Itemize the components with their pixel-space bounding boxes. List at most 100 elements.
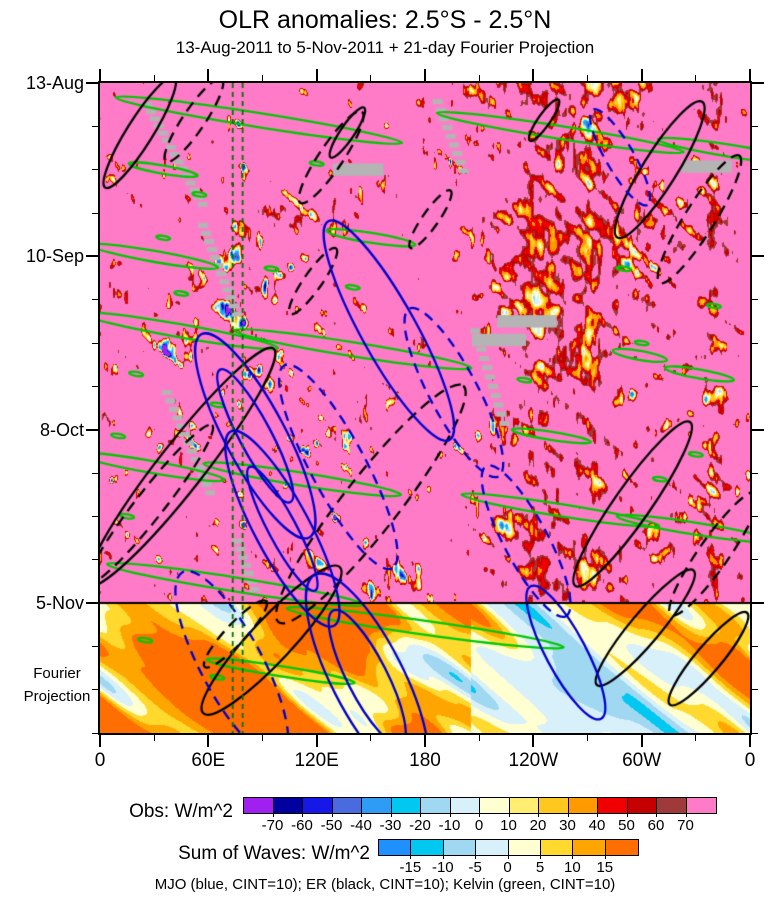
colorbar-cell: [598, 798, 628, 813]
colorbar-tick-stub: [656, 813, 657, 817]
y-axis-label: 13-Aug: [25, 73, 84, 93]
axis-tick: [752, 212, 758, 214]
colorbar-tick-stub: [538, 813, 539, 817]
axis-tick: [752, 125, 758, 127]
axis-tick: [752, 732, 758, 734]
colorbar-tick-stub: [361, 813, 362, 817]
axis-tick: [640, 735, 643, 747]
colorbar-cell: [303, 798, 333, 813]
waves-colorbar-label: Sum of Waves: W/m^2: [178, 843, 370, 864]
y-axis-label: 10-Sep: [25, 246, 84, 267]
colorbar-tick-label: -40: [350, 817, 372, 834]
colorbar-cell: [443, 840, 477, 855]
colorbar-cell: [508, 840, 541, 855]
axis-tick: [207, 735, 210, 747]
colorbar-tick-stub: [410, 855, 412, 859]
figure-title: OLR anomalies: 2.5°S - 2.5°N: [218, 6, 552, 34]
colorbar-tick-stub: [508, 813, 510, 817]
colorbar-tick-label: 10: [500, 817, 517, 834]
colorbar-tick-stub: [302, 813, 303, 817]
obs-colorbar-label: Obs: W/m^2: [129, 801, 233, 822]
axis-tick: [92, 645, 98, 647]
colorbar-cell: [332, 798, 362, 813]
colorbar-cell: [627, 798, 657, 813]
fourier-projection-label-line2: Projection: [23, 688, 91, 705]
axis-tick: [315, 735, 318, 747]
axis-tick: [752, 602, 764, 604]
axis-tick: [99, 735, 101, 747]
axis-tick: [752, 342, 758, 344]
axis-tick: [370, 75, 372, 81]
axis-tick: [92, 169, 98, 171]
axis-tick: [424, 69, 426, 81]
colorbar-cell: [573, 840, 606, 855]
colorbar-tick-label: -60: [291, 817, 313, 834]
axis-tick: [262, 75, 263, 81]
x-axis-label: 60W: [622, 750, 662, 771]
axis-tick: [92, 689, 98, 691]
axis-tick: [749, 69, 751, 81]
colorbar-tick-label: 5: [535, 859, 545, 876]
colorbar-tick-stub: [442, 855, 444, 859]
axis-tick: [86, 602, 98, 604]
colorbar-tick-label: -30: [379, 817, 402, 834]
x-axis-label: 0: [744, 750, 756, 771]
colorbar-tick-label: 15: [596, 859, 614, 876]
axis-tick: [752, 645, 758, 647]
axis-tick: [752, 428, 764, 431]
axis-tick: [532, 735, 535, 747]
colorbar-cell: [540, 840, 574, 855]
colorbar-cell: [568, 798, 598, 813]
colorbar-cell: [450, 798, 480, 813]
colorbar-cell: [480, 798, 510, 813]
axis-tick: [695, 75, 697, 81]
colorbar-tick-stub: [685, 813, 687, 817]
axis-tick: [315, 69, 318, 81]
axis-tick: [86, 82, 98, 84]
axis-tick: [752, 169, 758, 171]
axis-tick: [86, 428, 98, 431]
axis-tick: [752, 82, 764, 84]
axis-tick: [92, 559, 98, 561]
colorbar-tick-stub: [604, 855, 606, 859]
axis-tick: [752, 559, 758, 561]
axis-tick: [752, 515, 758, 517]
figure-subtitle: 13-Aug-2011 to 5-Nov-2011 + 21-day Fouri…: [175, 38, 595, 57]
axis-tick: [86, 255, 98, 258]
colorbar-tick-stub: [390, 813, 392, 817]
x-axis-label: 180: [409, 750, 441, 771]
colorbar-tick-stub: [540, 855, 541, 859]
plot-frame: [98, 81, 752, 735]
axis-tick: [752, 385, 758, 387]
axis-tick: [587, 735, 588, 741]
colorbar-tick-label: 40: [588, 817, 606, 834]
y-axis-label: 5-Nov: [35, 593, 84, 613]
axis-tick: [752, 255, 764, 258]
colorbar-tick-label: 50: [618, 817, 635, 834]
axis-tick: [92, 212, 98, 214]
colorbar-tick-stub: [331, 813, 333, 817]
colorbar-cell: [476, 840, 509, 855]
axis-tick: [92, 342, 98, 344]
colorbar-tick-stub: [449, 813, 451, 817]
colorbar-tick-label: -10: [431, 859, 454, 876]
axis-tick: [752, 299, 758, 301]
axis-tick: [92, 515, 98, 517]
colorbar-tick-label: -70: [261, 817, 284, 834]
colorbar-cell: [686, 798, 716, 813]
colorbar-tick-label: 70: [677, 817, 694, 834]
fourier-projection-label-line1: Fourier: [33, 665, 81, 682]
colorbar-tick-label: -5: [468, 859, 482, 876]
colorbar-cell: [391, 798, 421, 813]
axis-tick: [532, 69, 535, 81]
colorbar-cell: [362, 798, 392, 813]
colorbar-tick-label: 60: [647, 817, 665, 834]
axis-tick: [99, 69, 101, 81]
y-axis-label: 8-Oct: [39, 419, 84, 440]
colorbar-tick-stub: [479, 813, 480, 817]
colorbar-cell: [657, 798, 687, 813]
colorbar-cell: [539, 798, 569, 813]
colorbar-tick-stub: [475, 855, 477, 859]
colorbar-cell: [244, 798, 274, 813]
colorbar-tick-label: 10: [564, 859, 581, 876]
